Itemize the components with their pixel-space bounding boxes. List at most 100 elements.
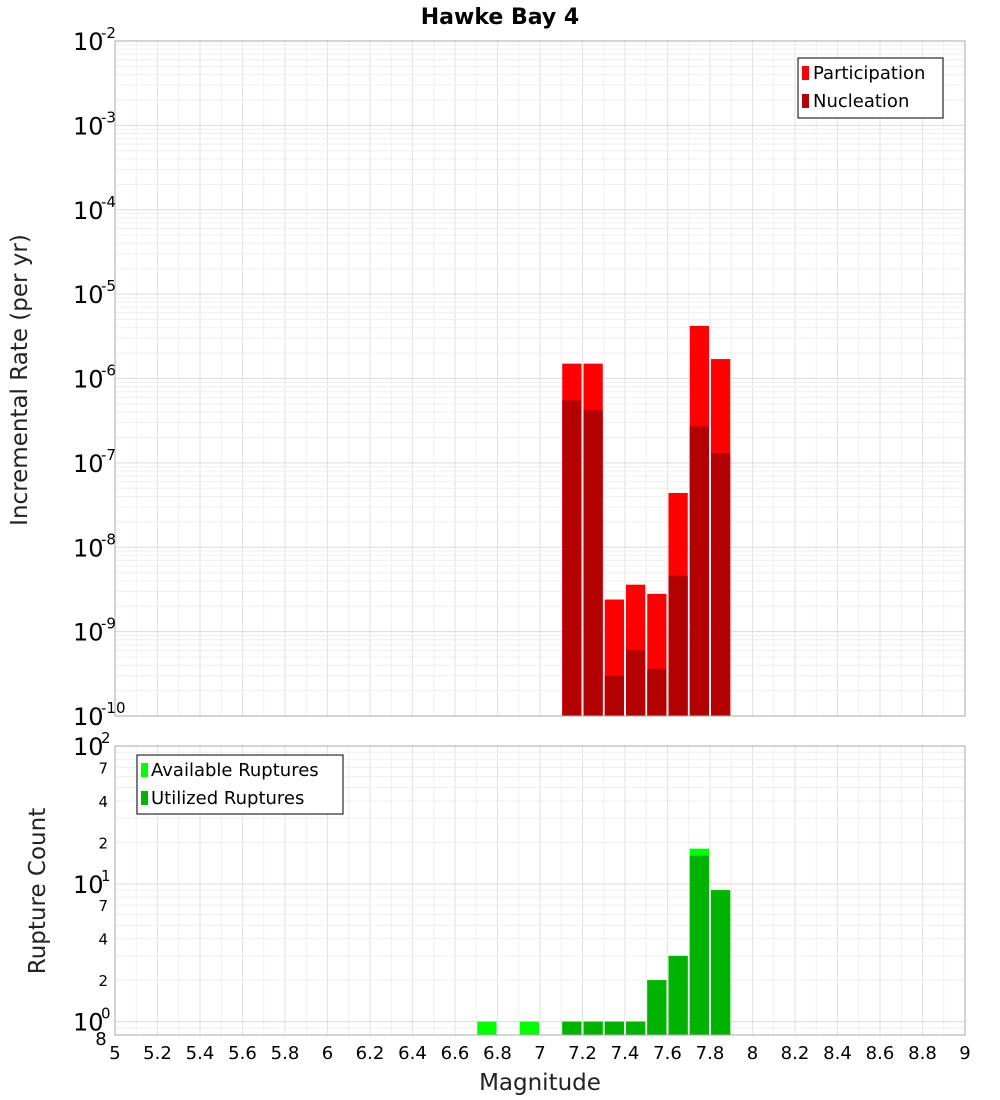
x-tick-label: 7 (534, 1043, 545, 1064)
bar-utilized-ruptures (668, 955, 688, 1035)
tick-exponent: -6 (101, 362, 116, 380)
x-tick-label: 5 (109, 1043, 120, 1064)
bar-utilized-ruptures (562, 1021, 582, 1035)
top-grid (114, 41, 966, 717)
bottom-y-minor-tick-label: 7 (98, 897, 108, 915)
bottom-bars (477, 848, 731, 1035)
bottom-y-minor-tick-label: 8 (95, 1029, 106, 1050)
top-y-tick-label: 10-9 (73, 615, 116, 647)
tick-exponent: -8 (101, 530, 116, 548)
tick-base: 10 (73, 733, 104, 761)
tick-exponent: 0 (101, 1005, 111, 1023)
bottom-y-minor-tick-label: 2 (98, 834, 108, 852)
x-tick-label: 6.8 (483, 1043, 512, 1064)
tick-exponent: -3 (101, 108, 116, 126)
x-axis-label: Magnitude (479, 1070, 601, 1096)
tick-base: 10 (73, 197, 104, 225)
x-tick-label: 6.6 (441, 1043, 470, 1064)
tick-exponent: -5 (101, 277, 116, 295)
bar-nucleation (711, 453, 731, 716)
bottom-plot-frame (114, 745, 966, 1036)
top-y-tick-label: 10-6 (73, 362, 116, 394)
bar-nucleation (668, 575, 688, 716)
top-y-tick-label: 10-8 (73, 530, 116, 562)
tick-base: 10 (73, 112, 104, 140)
bottom-grid (114, 746, 966, 1036)
top-legend: Participation Nucleation (797, 57, 944, 119)
x-tick-label: 9 (959, 1043, 970, 1064)
x-tick-label: 5.4 (186, 1043, 215, 1064)
bar-nucleation (562, 400, 582, 716)
x-tick-label: 5.6 (228, 1043, 257, 1064)
top-y-tick-label: 10-5 (73, 277, 116, 309)
tick-base: 10 (73, 534, 104, 562)
legend-label-participation: Participation (813, 63, 925, 84)
top-y-axis-label: Incremental Rate (per yr) (7, 234, 33, 526)
tick-exponent: -4 (101, 193, 116, 211)
tick-base: 10 (73, 619, 104, 647)
tick-exponent: 1 (101, 867, 111, 885)
top-legend-box (797, 57, 944, 119)
bottom-y-minor-tick-label: 2 (98, 972, 108, 990)
legend-swatch-available-ruptures (141, 763, 148, 777)
x-tick-label: 7.2 (568, 1043, 597, 1064)
top-y-tick-label: 10-4 (73, 193, 116, 225)
x-tick-label: 8.8 (908, 1043, 937, 1064)
bottom-y-major-tick-label: 102 (73, 729, 111, 761)
tick-base: 10 (73, 871, 104, 899)
x-ticks: 5 5.2 5.4 5.6 5.8 6 6.2 6.4 6.6 6.8 7 7.2 7.4 7.6 7.8 8… (109, 1043, 970, 1064)
legend-swatch-nucleation (802, 94, 809, 108)
tick-exponent: -9 (101, 615, 116, 633)
x-tick-label: 8.2 (781, 1043, 810, 1064)
bar-nucleation (647, 669, 667, 716)
x-tick-label: 8.6 (866, 1043, 895, 1064)
bar-nucleation (689, 426, 709, 716)
legend-swatch-utilized-ruptures (141, 791, 148, 805)
x-tick-label: 7.4 (611, 1043, 640, 1064)
bar-nucleation (626, 650, 646, 716)
bar-utilized-ruptures (604, 1021, 624, 1035)
tick-base: 10 (73, 28, 104, 56)
bar-available-ruptures (477, 1021, 497, 1035)
x-tick-label: 8.4 (823, 1043, 852, 1064)
chart-title: Hawke Bay 4 (421, 5, 579, 30)
top-y-tick-label: 10-3 (73, 108, 116, 140)
bottom-y-minor-tick-label: 4 (98, 793, 108, 811)
bar-utilized-ruptures (711, 890, 731, 1035)
bottom-y-major-tick-label: 100 (73, 1005, 111, 1037)
x-tick-label: 5.8 (271, 1043, 300, 1064)
tick-base: 10 (73, 703, 104, 731)
tick-exponent: 2 (101, 729, 111, 747)
bar-utilized-ruptures (583, 1021, 603, 1035)
x-tick-label: 6.4 (398, 1043, 427, 1064)
top-y-tick-label: 10-2 (73, 24, 116, 56)
bottom-y-major-tick-label: 101 (73, 867, 111, 899)
bottom-y-axis-label: Rupture Count (25, 808, 51, 974)
legend-label-nucleation: Nucleation (813, 91, 909, 112)
bottom-y-minor-tick-label: 4 (98, 931, 108, 949)
legend-label-utilized-ruptures: Utilized Ruptures (151, 788, 304, 809)
tick-exponent: -10 (101, 699, 126, 717)
top-plot-frame (114, 40, 966, 717)
top-y-tick-label: 10-10 (73, 699, 126, 731)
bar-utilized-ruptures (689, 855, 709, 1035)
tick-base: 10 (73, 1009, 104, 1037)
bar-nucleation (604, 675, 624, 716)
bar-nucleation (583, 410, 603, 716)
legend-swatch-participation (802, 66, 809, 80)
tick-exponent: -2 (101, 24, 116, 42)
x-tick-label: 5.2 (143, 1043, 172, 1064)
bottom-y-minor-tick-label: 7 (98, 759, 108, 777)
bar-available-ruptures (519, 1021, 539, 1035)
top-y-tick-label: 10-7 (73, 446, 116, 478)
tick-base: 10 (73, 281, 104, 309)
bar-utilized-ruptures (626, 1021, 646, 1035)
x-tick-label: 7.6 (653, 1043, 682, 1064)
x-tick-label: 6 (322, 1043, 333, 1064)
x-tick-label: 8 (747, 1043, 758, 1064)
tick-exponent: -7 (101, 446, 116, 464)
x-tick-label: 6.2 (356, 1043, 385, 1064)
